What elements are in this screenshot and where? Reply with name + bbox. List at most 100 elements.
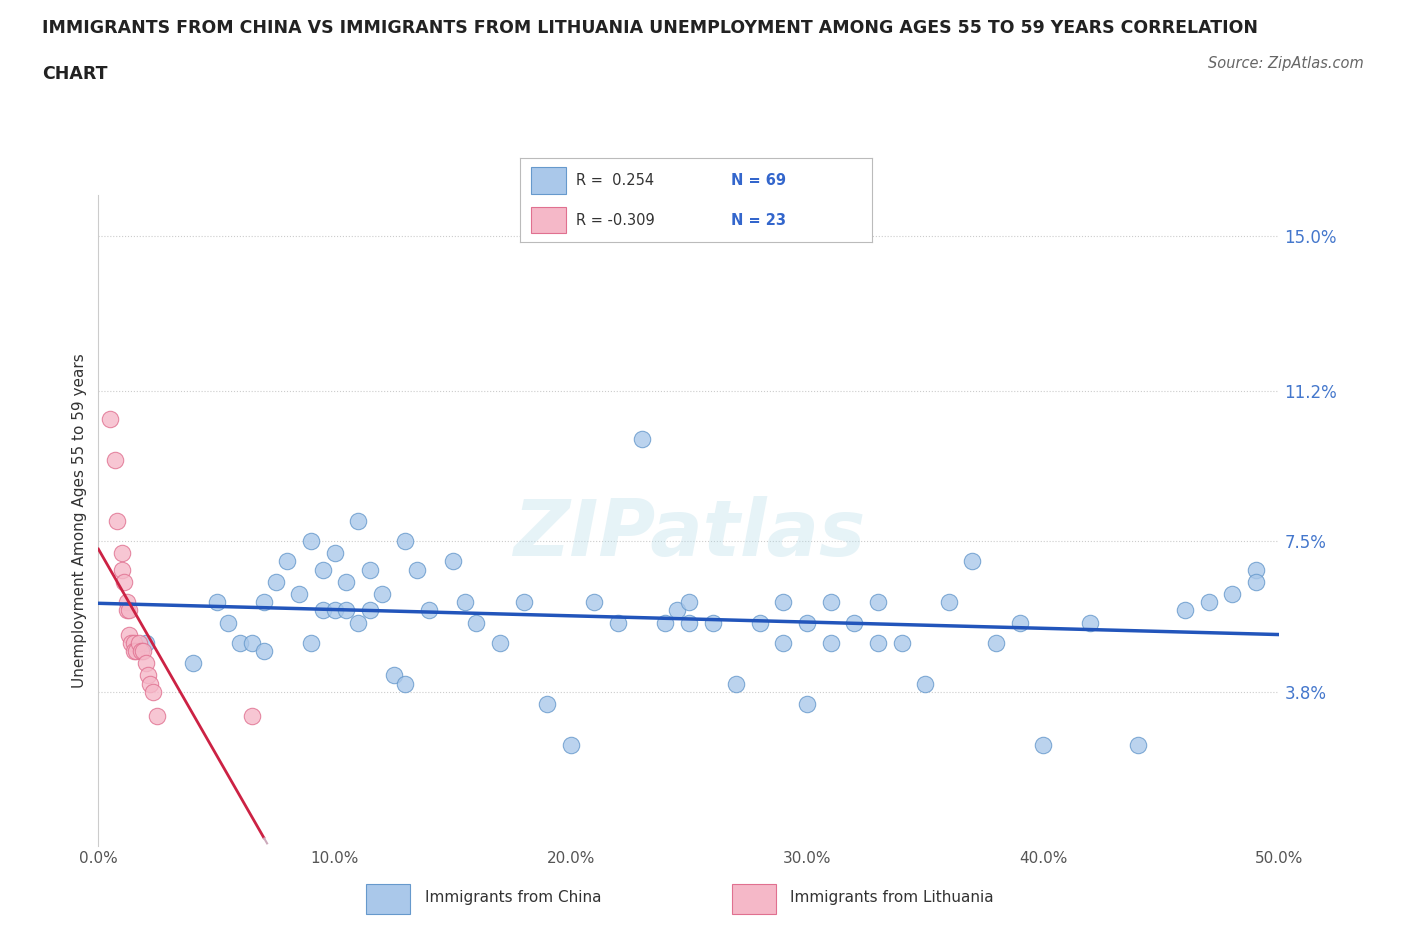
Point xyxy=(98,412,121,427)
Point xyxy=(142,684,165,699)
Point xyxy=(359,562,381,577)
Point xyxy=(394,534,416,549)
Point xyxy=(323,546,346,561)
Point xyxy=(129,644,152,658)
Point xyxy=(205,595,228,610)
Point xyxy=(229,635,252,650)
Point xyxy=(139,676,162,691)
Point xyxy=(938,595,960,610)
Bar xyxy=(731,884,776,913)
Point xyxy=(465,615,488,630)
Point xyxy=(654,615,676,630)
Point xyxy=(112,575,135,590)
Point xyxy=(1032,737,1054,752)
Point xyxy=(772,595,794,610)
Point xyxy=(914,676,936,691)
Point xyxy=(583,595,606,610)
Text: IMMIGRANTS FROM CHINA VS IMMIGRANTS FROM LITHUANIA UNEMPLOYMENT AMONG AGES 55 TO: IMMIGRANTS FROM CHINA VS IMMIGRANTS FROM… xyxy=(42,19,1258,36)
Point xyxy=(866,595,889,610)
Point xyxy=(181,656,204,671)
Point xyxy=(512,595,534,610)
Y-axis label: Unemployment Among Ages 55 to 59 years: Unemployment Among Ages 55 to 59 years xyxy=(72,353,87,688)
Point xyxy=(962,554,984,569)
Point xyxy=(253,644,276,658)
Point xyxy=(104,452,127,467)
Point xyxy=(1174,603,1197,618)
Point xyxy=(418,603,440,618)
Point xyxy=(607,615,630,630)
Point xyxy=(796,615,818,630)
Point xyxy=(1198,595,1220,610)
Point xyxy=(240,635,263,650)
Point xyxy=(441,554,464,569)
Point xyxy=(111,546,134,561)
Point xyxy=(128,635,150,650)
Point xyxy=(264,575,287,590)
Point xyxy=(335,575,357,590)
Point xyxy=(146,709,169,724)
Point xyxy=(111,562,134,577)
Text: R =  0.254: R = 0.254 xyxy=(576,173,655,188)
Point xyxy=(371,587,394,602)
Point xyxy=(536,697,558,711)
Point xyxy=(253,595,276,610)
Text: N = 69: N = 69 xyxy=(731,173,786,188)
Point xyxy=(288,587,311,602)
Text: Source: ZipAtlas.com: Source: ZipAtlas.com xyxy=(1208,56,1364,71)
Point xyxy=(1008,615,1031,630)
Bar xyxy=(366,884,411,913)
Point xyxy=(678,615,700,630)
Point xyxy=(217,615,239,630)
Point xyxy=(394,676,416,691)
Text: N = 23: N = 23 xyxy=(731,213,786,228)
Point xyxy=(748,615,770,630)
Point xyxy=(678,595,700,610)
Point xyxy=(105,513,128,528)
Point xyxy=(560,737,582,752)
Point xyxy=(299,534,322,549)
Point xyxy=(406,562,429,577)
Point xyxy=(118,628,141,643)
Point xyxy=(666,603,689,618)
Point xyxy=(135,635,157,650)
Point xyxy=(453,595,475,610)
Point xyxy=(702,615,724,630)
Point xyxy=(135,656,157,671)
Point xyxy=(323,603,346,618)
Point xyxy=(1126,737,1149,752)
Text: R = -0.309: R = -0.309 xyxy=(576,213,655,228)
Point xyxy=(1244,562,1267,577)
Point xyxy=(359,603,381,618)
Point xyxy=(240,709,263,724)
Point xyxy=(1080,615,1102,630)
Bar xyxy=(531,167,565,194)
Text: ZIPatlas: ZIPatlas xyxy=(513,496,865,572)
Point xyxy=(121,635,143,650)
Point xyxy=(347,615,370,630)
Point xyxy=(820,595,842,610)
Point xyxy=(312,562,335,577)
Point xyxy=(1244,575,1267,590)
Bar xyxy=(531,206,565,233)
Point xyxy=(630,432,652,447)
Point xyxy=(132,644,155,658)
Point xyxy=(299,635,322,650)
Point xyxy=(276,554,298,569)
Point xyxy=(984,635,1007,650)
Point xyxy=(122,635,145,650)
Text: Immigrants from China: Immigrants from China xyxy=(425,890,602,905)
Point xyxy=(335,603,357,618)
Point xyxy=(382,668,405,683)
Point xyxy=(125,644,148,658)
Point xyxy=(115,603,138,618)
Text: CHART: CHART xyxy=(42,65,108,83)
Point xyxy=(844,615,866,630)
Point xyxy=(312,603,335,618)
Point xyxy=(136,668,159,683)
Point xyxy=(725,676,748,691)
Point xyxy=(1220,587,1243,602)
Point xyxy=(820,635,842,650)
Point xyxy=(772,635,794,650)
Point xyxy=(796,697,818,711)
Point xyxy=(118,603,141,618)
